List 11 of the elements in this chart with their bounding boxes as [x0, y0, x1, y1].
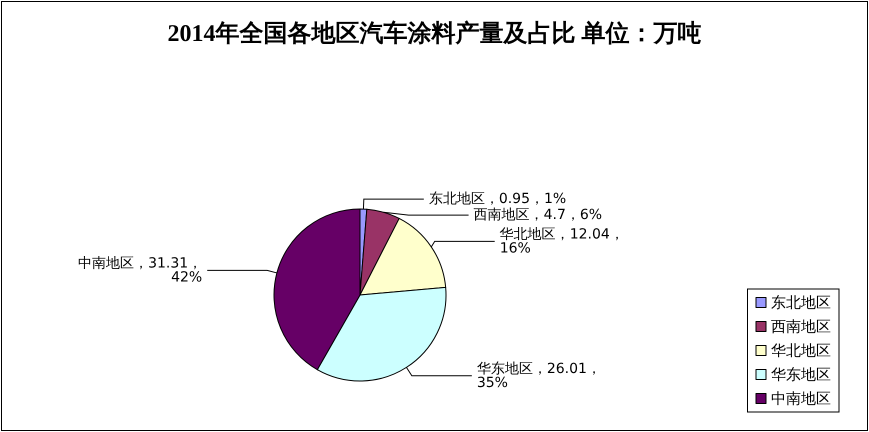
chart-title: 2014年全国各地区汽车涂料产量及占比 单位：万吨	[168, 20, 702, 47]
legend-label: 东北地区	[771, 294, 831, 312]
data-label: 西南地区，4.7，6%	[474, 207, 602, 224]
legend-label: 中南地区	[771, 390, 831, 408]
data-label: 华东地区，26.01，35%	[476, 360, 601, 391]
legend-label: 华东地区	[771, 366, 831, 384]
legend-label: 西南地区	[771, 318, 831, 336]
data-label: 中南地区，31.31，42%	[78, 255, 202, 286]
data-label: 华北地区，12.04，16%	[500, 226, 624, 256]
legend-label: 华北地区	[771, 342, 831, 360]
data-label: 东北地区，0.95，1%	[428, 191, 566, 208]
